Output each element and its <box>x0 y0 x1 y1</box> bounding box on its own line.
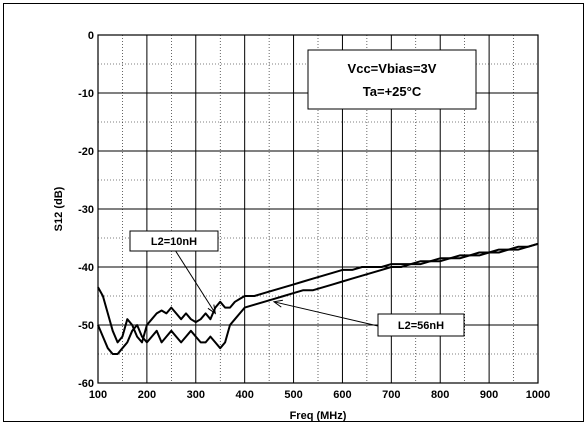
conditions-box: Vcc=Vbias=3V Ta=+25°C <box>307 49 477 110</box>
x-tick-label: 200 <box>138 389 156 401</box>
annotation-arrow-l2-10nh <box>174 249 216 314</box>
series-line-l2-10nh <box>97 242 539 344</box>
x-tick-label: 100 <box>89 389 107 401</box>
annotation-arrowhead-l2-56nh <box>272 299 283 308</box>
x-tick-label: 600 <box>333 389 351 401</box>
y-tick-label: -40 <box>78 262 94 274</box>
x-tick-labels: 100 200 300 400 500 600 700 800 900 1000 <box>89 389 550 401</box>
series-line-l2-56nh <box>97 242 539 355</box>
conditions-line-1: Vcc=Vbias=3V <box>348 61 437 76</box>
conditions-line-2: Ta=+25°C <box>363 84 422 99</box>
annotation-arrowhead-l2-10nh <box>207 304 217 315</box>
annotation-box-l2-10nh <box>129 230 219 252</box>
y-tick-label: -30 <box>78 204 94 216</box>
y-tick-label: -50 <box>78 320 94 332</box>
y-tick-labels: 0 -10 -20 -30 -40 -50 -60 <box>78 30 94 390</box>
y-tick-label: 0 <box>88 30 94 42</box>
x-tick-label: 700 <box>382 389 400 401</box>
x-tick-label: 900 <box>480 389 498 401</box>
annotations: L2=10nH L2=56nH <box>129 230 465 337</box>
x-tick-label: 500 <box>284 389 302 401</box>
x-tick-label: 800 <box>431 389 449 401</box>
annotation-label-l2-56nh: L2=56nH <box>398 320 444 332</box>
plot-area-border <box>97 34 539 384</box>
conditions-box-border <box>307 49 477 110</box>
x-tick-label: 300 <box>187 389 205 401</box>
annotation-label-l2-10nh: L2=10nH <box>151 236 197 248</box>
y-tick-label: -20 <box>78 146 94 158</box>
y-tick-label: -60 <box>78 378 94 390</box>
series-lines <box>97 242 539 355</box>
y-tick-label: -10 <box>78 88 94 100</box>
x-axis-label: Freq (MHz) <box>290 410 347 422</box>
x-tick-label: 400 <box>235 389 253 401</box>
y-axis-label: S12 (dB) <box>53 186 65 231</box>
annotation-arrow-l2-56nh <box>273 301 379 327</box>
x-tick-label: 1000 <box>526 389 550 401</box>
annotation-box-l2-56nh <box>377 313 465 337</box>
